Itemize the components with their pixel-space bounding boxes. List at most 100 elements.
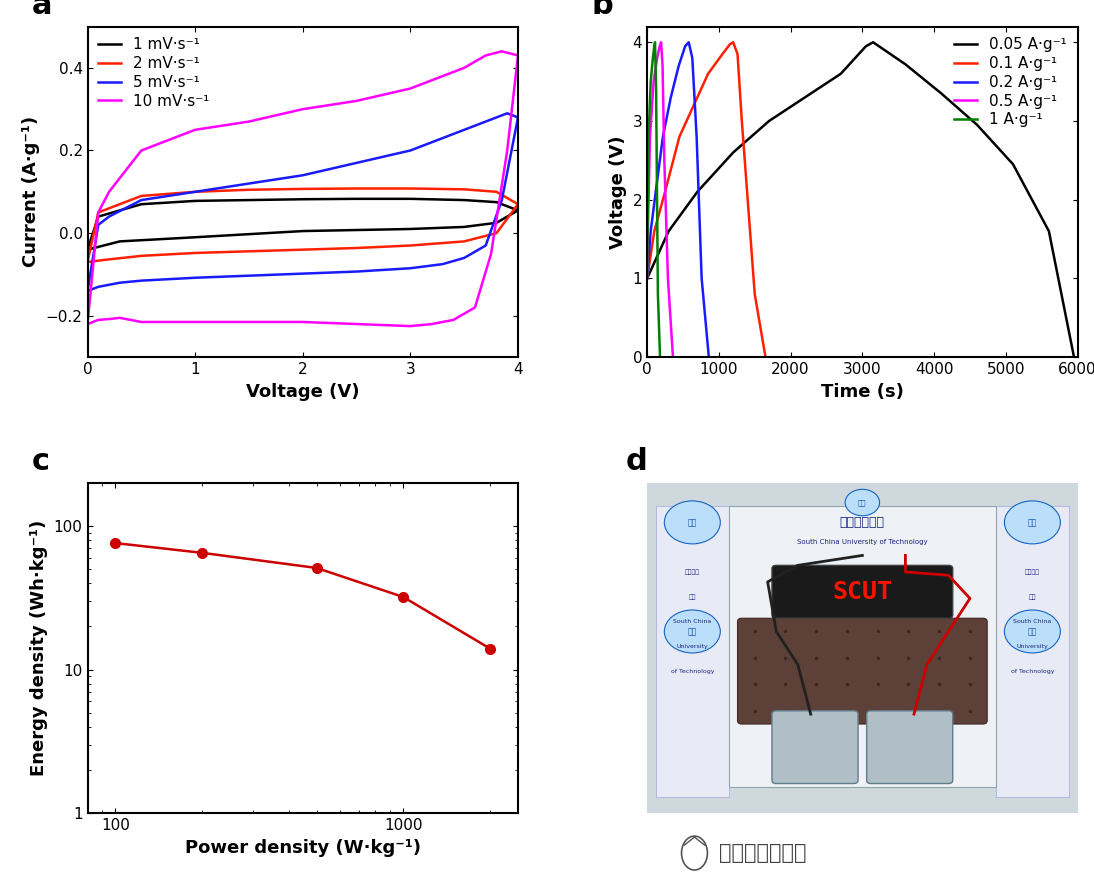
- 1 mV·s⁻¹: [296, 194, 310, 204]
- 5 mV·s⁻¹: [457, 253, 470, 263]
- 5 mV·s⁻¹: [114, 278, 127, 288]
- 5 mV·s⁻¹: [437, 259, 450, 270]
- 0.2 A·g⁻¹: [695, 273, 708, 284]
- 2 mV·s⁻¹: [81, 256, 94, 267]
- 1 mV·s⁻¹: [81, 244, 94, 255]
- 1 A·g⁻¹: [653, 352, 666, 362]
- 0.5 A·g⁻¹: [651, 53, 664, 64]
- 2 mV·s⁻¹: [243, 246, 256, 256]
- Bar: [996, 506, 1069, 796]
- 0.05 A·g⁻¹: [641, 273, 654, 284]
- Text: University: University: [676, 644, 708, 649]
- 2 mV·s⁻¹: [511, 199, 524, 210]
- 10 mV·s⁻¹: [404, 83, 417, 94]
- Text: University: University: [1016, 644, 1048, 649]
- 2 mV·s⁻¹: [404, 240, 417, 251]
- Text: 华工: 华工: [688, 627, 697, 636]
- 10 mV·s⁻¹: [243, 316, 256, 327]
- Line: 0.05 A·g⁻¹: 0.05 A·g⁻¹: [648, 42, 1074, 357]
- 10 mV·s⁻¹: [485, 248, 498, 259]
- Text: of Technology: of Technology: [1011, 668, 1055, 674]
- FancyBboxPatch shape: [866, 711, 953, 783]
- 1 A·g⁻¹: [644, 76, 657, 87]
- Text: 大学: 大学: [688, 594, 696, 599]
- 1 mV·s⁻¹: [404, 224, 417, 234]
- 5 mV·s⁻¹: [404, 263, 417, 273]
- Y-axis label: Current (A·g⁻¹): Current (A·g⁻¹): [22, 116, 40, 267]
- 10 mV·s⁻¹: [479, 50, 492, 61]
- 1 mV·s⁻¹: [490, 197, 503, 208]
- Circle shape: [846, 490, 880, 515]
- 0.1 A·g⁻¹: [748, 289, 761, 300]
- Text: 华南理工: 华南理工: [685, 569, 700, 575]
- 10 mV·s⁻¹: [114, 313, 127, 324]
- 10 mV·s⁻¹: [103, 187, 116, 197]
- 2 mV·s⁻¹: [296, 244, 310, 255]
- 1 A·g⁻¹: [642, 132, 655, 142]
- 10 mV·s⁻¹: [350, 95, 363, 106]
- 0.05 A·g⁻¹: [934, 88, 947, 99]
- Text: 华工: 华工: [858, 499, 866, 506]
- Circle shape: [1004, 501, 1060, 544]
- 0.2 A·g⁻¹: [678, 41, 691, 51]
- 5 mV·s⁻¹: [479, 117, 492, 127]
- Line: 1 mV·s⁻¹: 1 mV·s⁻¹: [88, 199, 517, 249]
- 5 mV·s⁻¹: [511, 112, 524, 123]
- 10 mV·s⁻¹: [404, 321, 417, 332]
- Line: 0.2 A·g⁻¹: 0.2 A·g⁻¹: [648, 42, 709, 357]
- 1 mV·s⁻¹: [511, 205, 524, 216]
- Text: South China: South China: [1013, 619, 1051, 624]
- Line: 1 A·g⁻¹: 1 A·g⁻¹: [648, 42, 660, 357]
- 10 mV·s⁻¹: [296, 316, 310, 327]
- 2 mV·s⁻¹: [81, 256, 94, 267]
- 1 mV·s⁻¹: [81, 244, 94, 255]
- Text: 华南理工大学: 华南理工大学: [840, 516, 885, 529]
- 10 mV·s⁻¹: [135, 316, 148, 327]
- 5 mV·s⁻¹: [404, 145, 417, 156]
- Bar: [729, 506, 996, 787]
- 5 mV·s⁻¹: [188, 187, 201, 197]
- 5 mV·s⁻¹: [103, 211, 116, 222]
- 5 mV·s⁻¹: [437, 133, 450, 143]
- 10 mV·s⁻¹: [426, 319, 439, 330]
- Text: c: c: [32, 447, 49, 476]
- 0.2 A·g⁻¹: [641, 273, 654, 284]
- 10 mV·s⁻¹: [468, 302, 481, 313]
- 5 mV·s⁻¹: [135, 194, 148, 205]
- 10 mV·s⁻¹: [81, 319, 94, 330]
- 1 mV·s⁻¹: [188, 195, 201, 206]
- 2 mV·s⁻¹: [490, 228, 503, 239]
- 0.2 A·g⁻¹: [702, 352, 715, 362]
- 0.2 A·g⁻¹: [644, 225, 657, 236]
- 5 mV·s⁻¹: [457, 125, 470, 135]
- 1 A·g⁻¹: [650, 84, 663, 95]
- 1 A·g⁻¹: [641, 210, 654, 221]
- 0.05 A·g⁻¹: [690, 187, 703, 197]
- Y-axis label: Voltage (V): Voltage (V): [609, 135, 627, 248]
- 5 mV·s⁻¹: [296, 170, 310, 180]
- Text: 华南理工: 华南理工: [1025, 569, 1040, 575]
- Circle shape: [664, 610, 720, 653]
- FancyBboxPatch shape: [772, 711, 858, 783]
- 0.5 A·g⁻¹: [647, 76, 660, 87]
- Line: 2 mV·s⁻¹: 2 mV·s⁻¹: [88, 188, 517, 262]
- 2 mV·s⁻¹: [457, 184, 470, 194]
- 0.2 A·g⁻¹: [656, 132, 670, 142]
- 5 mV·s⁻¹: [243, 179, 256, 189]
- 10 mV·s⁻¹: [496, 46, 509, 57]
- 2 mV·s⁻¹: [490, 187, 503, 197]
- Text: 材料分析与应用: 材料分析与应用: [719, 843, 806, 863]
- 0.05 A·g⁻¹: [1068, 352, 1081, 362]
- 2 mV·s⁻¹: [350, 183, 363, 194]
- 10 mV·s⁻¹: [501, 145, 514, 156]
- 0.1 A·g⁻¹: [731, 49, 744, 59]
- 0.1 A·g⁻¹: [726, 37, 740, 48]
- 10 mV·s⁻¹: [81, 319, 94, 330]
- 1 mV·s⁻¹: [457, 222, 470, 232]
- 2 mV·s⁻¹: [404, 183, 417, 194]
- 0.1 A·g⁻¹: [673, 132, 686, 142]
- 5 mV·s⁻¹: [81, 286, 94, 296]
- 5 mV·s⁻¹: [350, 266, 363, 277]
- 1 mV·s⁻¹: [92, 211, 105, 222]
- 0.05 A·g⁻¹: [662, 225, 675, 236]
